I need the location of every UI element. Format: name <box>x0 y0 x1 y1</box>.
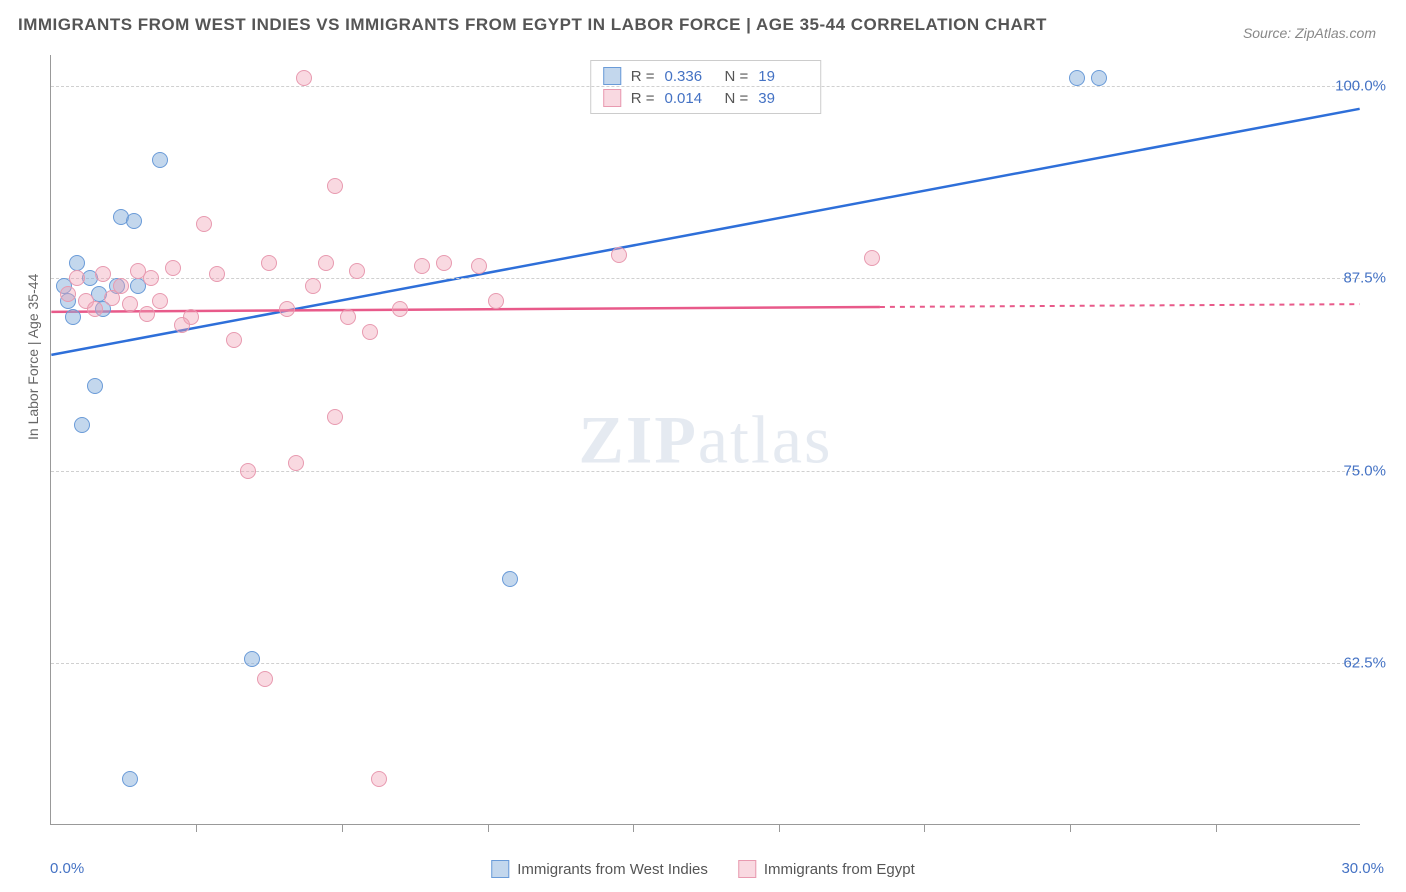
legend-r-value: 0.014 <box>665 90 715 107</box>
data-point <box>349 263 365 279</box>
data-point <box>165 260 181 276</box>
data-point <box>69 270 85 286</box>
y-tick-label: 62.5% <box>1343 655 1386 672</box>
data-point <box>139 306 155 322</box>
data-point <box>226 332 242 348</box>
chart-title: IMMIGRANTS FROM WEST INDIES VS IMMIGRANT… <box>18 15 1047 35</box>
data-point <box>502 571 518 587</box>
x-min-label: 0.0% <box>50 860 84 877</box>
data-point <box>327 409 343 425</box>
legend-row: R = 0.336 N = 19 <box>603 65 809 87</box>
series-legend-item: Immigrants from West Indies <box>491 860 708 878</box>
data-point <box>209 266 225 282</box>
x-tick <box>1216 824 1217 832</box>
data-point <box>488 293 504 309</box>
legend-swatch <box>603 89 621 107</box>
legend-row: R = 0.014 N = 39 <box>603 87 809 109</box>
data-point <box>122 771 138 787</box>
y-tick-label: 100.0% <box>1335 77 1386 94</box>
trend-lines <box>51 55 1360 824</box>
data-point <box>126 213 142 229</box>
legend-r-label: R = <box>631 68 655 85</box>
data-point <box>122 296 138 312</box>
data-point <box>305 278 321 294</box>
data-point <box>296 70 312 86</box>
data-point <box>340 309 356 325</box>
data-point <box>261 255 277 271</box>
x-tick <box>779 824 780 832</box>
x-tick <box>1070 824 1071 832</box>
grid-line-h <box>51 86 1360 87</box>
data-point <box>74 417 90 433</box>
data-point <box>143 270 159 286</box>
y-tick-label: 75.0% <box>1343 462 1386 479</box>
legend-swatch <box>603 67 621 85</box>
data-point <box>371 771 387 787</box>
legend-n-value: 19 <box>758 68 808 85</box>
data-point <box>318 255 334 271</box>
data-point <box>1091 70 1107 86</box>
data-point <box>240 463 256 479</box>
correlation-legend: R = 0.336 N = 19 R = 0.014 N = 39 <box>590 60 822 114</box>
legend-r-value: 0.336 <box>665 68 715 85</box>
x-tick <box>342 824 343 832</box>
data-point <box>174 317 190 333</box>
data-point <box>69 255 85 271</box>
data-point <box>414 258 430 274</box>
plot-area: ZIPatlas R = 0.336 N = 19 R = 0.014 N = … <box>50 55 1360 825</box>
data-point <box>196 216 212 232</box>
x-max-label: 30.0% <box>1341 860 1384 877</box>
data-point <box>471 258 487 274</box>
legend-n-label: N = <box>725 68 749 85</box>
legend-swatch <box>491 860 509 878</box>
data-point <box>87 301 103 317</box>
data-point <box>152 152 168 168</box>
data-point <box>65 309 81 325</box>
legend-n-label: N = <box>725 90 749 107</box>
legend-r-label: R = <box>631 90 655 107</box>
data-point <box>60 286 76 302</box>
x-tick <box>196 824 197 832</box>
series-name: Immigrants from West Indies <box>517 861 708 878</box>
data-point <box>244 651 260 667</box>
y-tick-label: 87.5% <box>1343 270 1386 287</box>
x-tick <box>924 824 925 832</box>
data-point <box>392 301 408 317</box>
source-label: Source: ZipAtlas.com <box>1243 25 1376 41</box>
data-point <box>864 250 880 266</box>
legend-n-value: 39 <box>758 90 808 107</box>
data-point <box>257 671 273 687</box>
data-point <box>1069 70 1085 86</box>
data-point <box>327 178 343 194</box>
grid-line-h <box>51 278 1360 279</box>
data-point <box>279 301 295 317</box>
data-point <box>87 378 103 394</box>
series-name: Immigrants from Egypt <box>764 861 915 878</box>
data-point <box>95 266 111 282</box>
data-point <box>362 324 378 340</box>
x-tick <box>488 824 489 832</box>
series-legend: Immigrants from West Indies Immigrants f… <box>491 860 914 878</box>
y-axis-label: In Labor Force | Age 35-44 <box>25 274 41 440</box>
data-point <box>436 255 452 271</box>
watermark: ZIPatlas <box>579 400 833 479</box>
data-point <box>288 455 304 471</box>
data-point <box>152 293 168 309</box>
x-tick <box>633 824 634 832</box>
data-point <box>113 278 129 294</box>
legend-swatch <box>738 860 756 878</box>
data-point <box>611 247 627 263</box>
series-legend-item: Immigrants from Egypt <box>738 860 915 878</box>
